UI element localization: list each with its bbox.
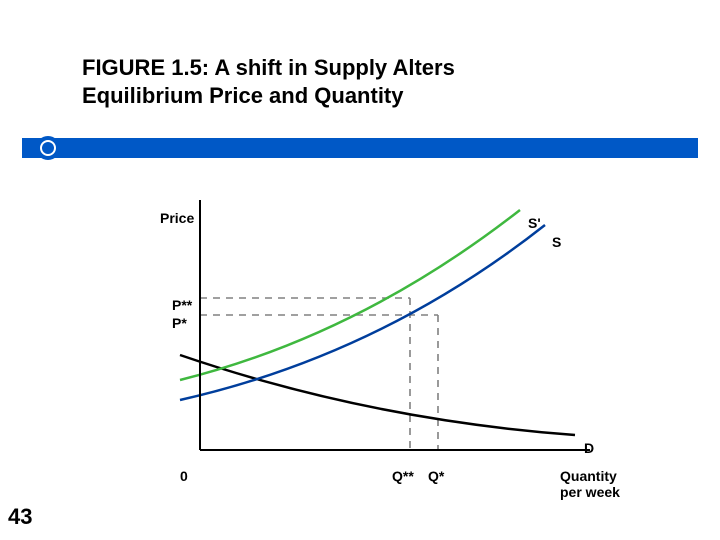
figure-title: FIGURE 1.5: A shift in Supply Alters Equ… [82, 54, 642, 109]
curve-label-d: D [584, 440, 594, 456]
tick-label-q-star: Q* [428, 468, 444, 484]
tick-label-p-star: P* [172, 315, 187, 331]
bullet-dot-inner [42, 142, 54, 154]
figure-title-line2: Equilibrium Price and Quantity [82, 82, 642, 110]
chart-svg [120, 180, 620, 480]
x-axis-label-line2: per week [560, 484, 620, 500]
title-underline-bar [22, 138, 698, 158]
tick-label-p-dstar: P** [172, 297, 192, 313]
figure-title-line1: FIGURE 1.5: A shift in Supply Alters [82, 54, 642, 82]
origin-label: 0 [180, 468, 188, 484]
supply-demand-chart: Price S' S D P** P* Q** Q* 0 Quantity pe… [120, 180, 620, 480]
y-axis-label: Price [160, 210, 194, 226]
page-number: 43 [8, 504, 32, 530]
curve-label-sprime: S' [528, 215, 541, 231]
tick-label-q-dstar: Q** [392, 468, 414, 484]
x-axis-label: Quantity per week [560, 468, 620, 500]
curve-label-s: S [552, 234, 561, 250]
x-axis-label-line1: Quantity [560, 468, 620, 484]
